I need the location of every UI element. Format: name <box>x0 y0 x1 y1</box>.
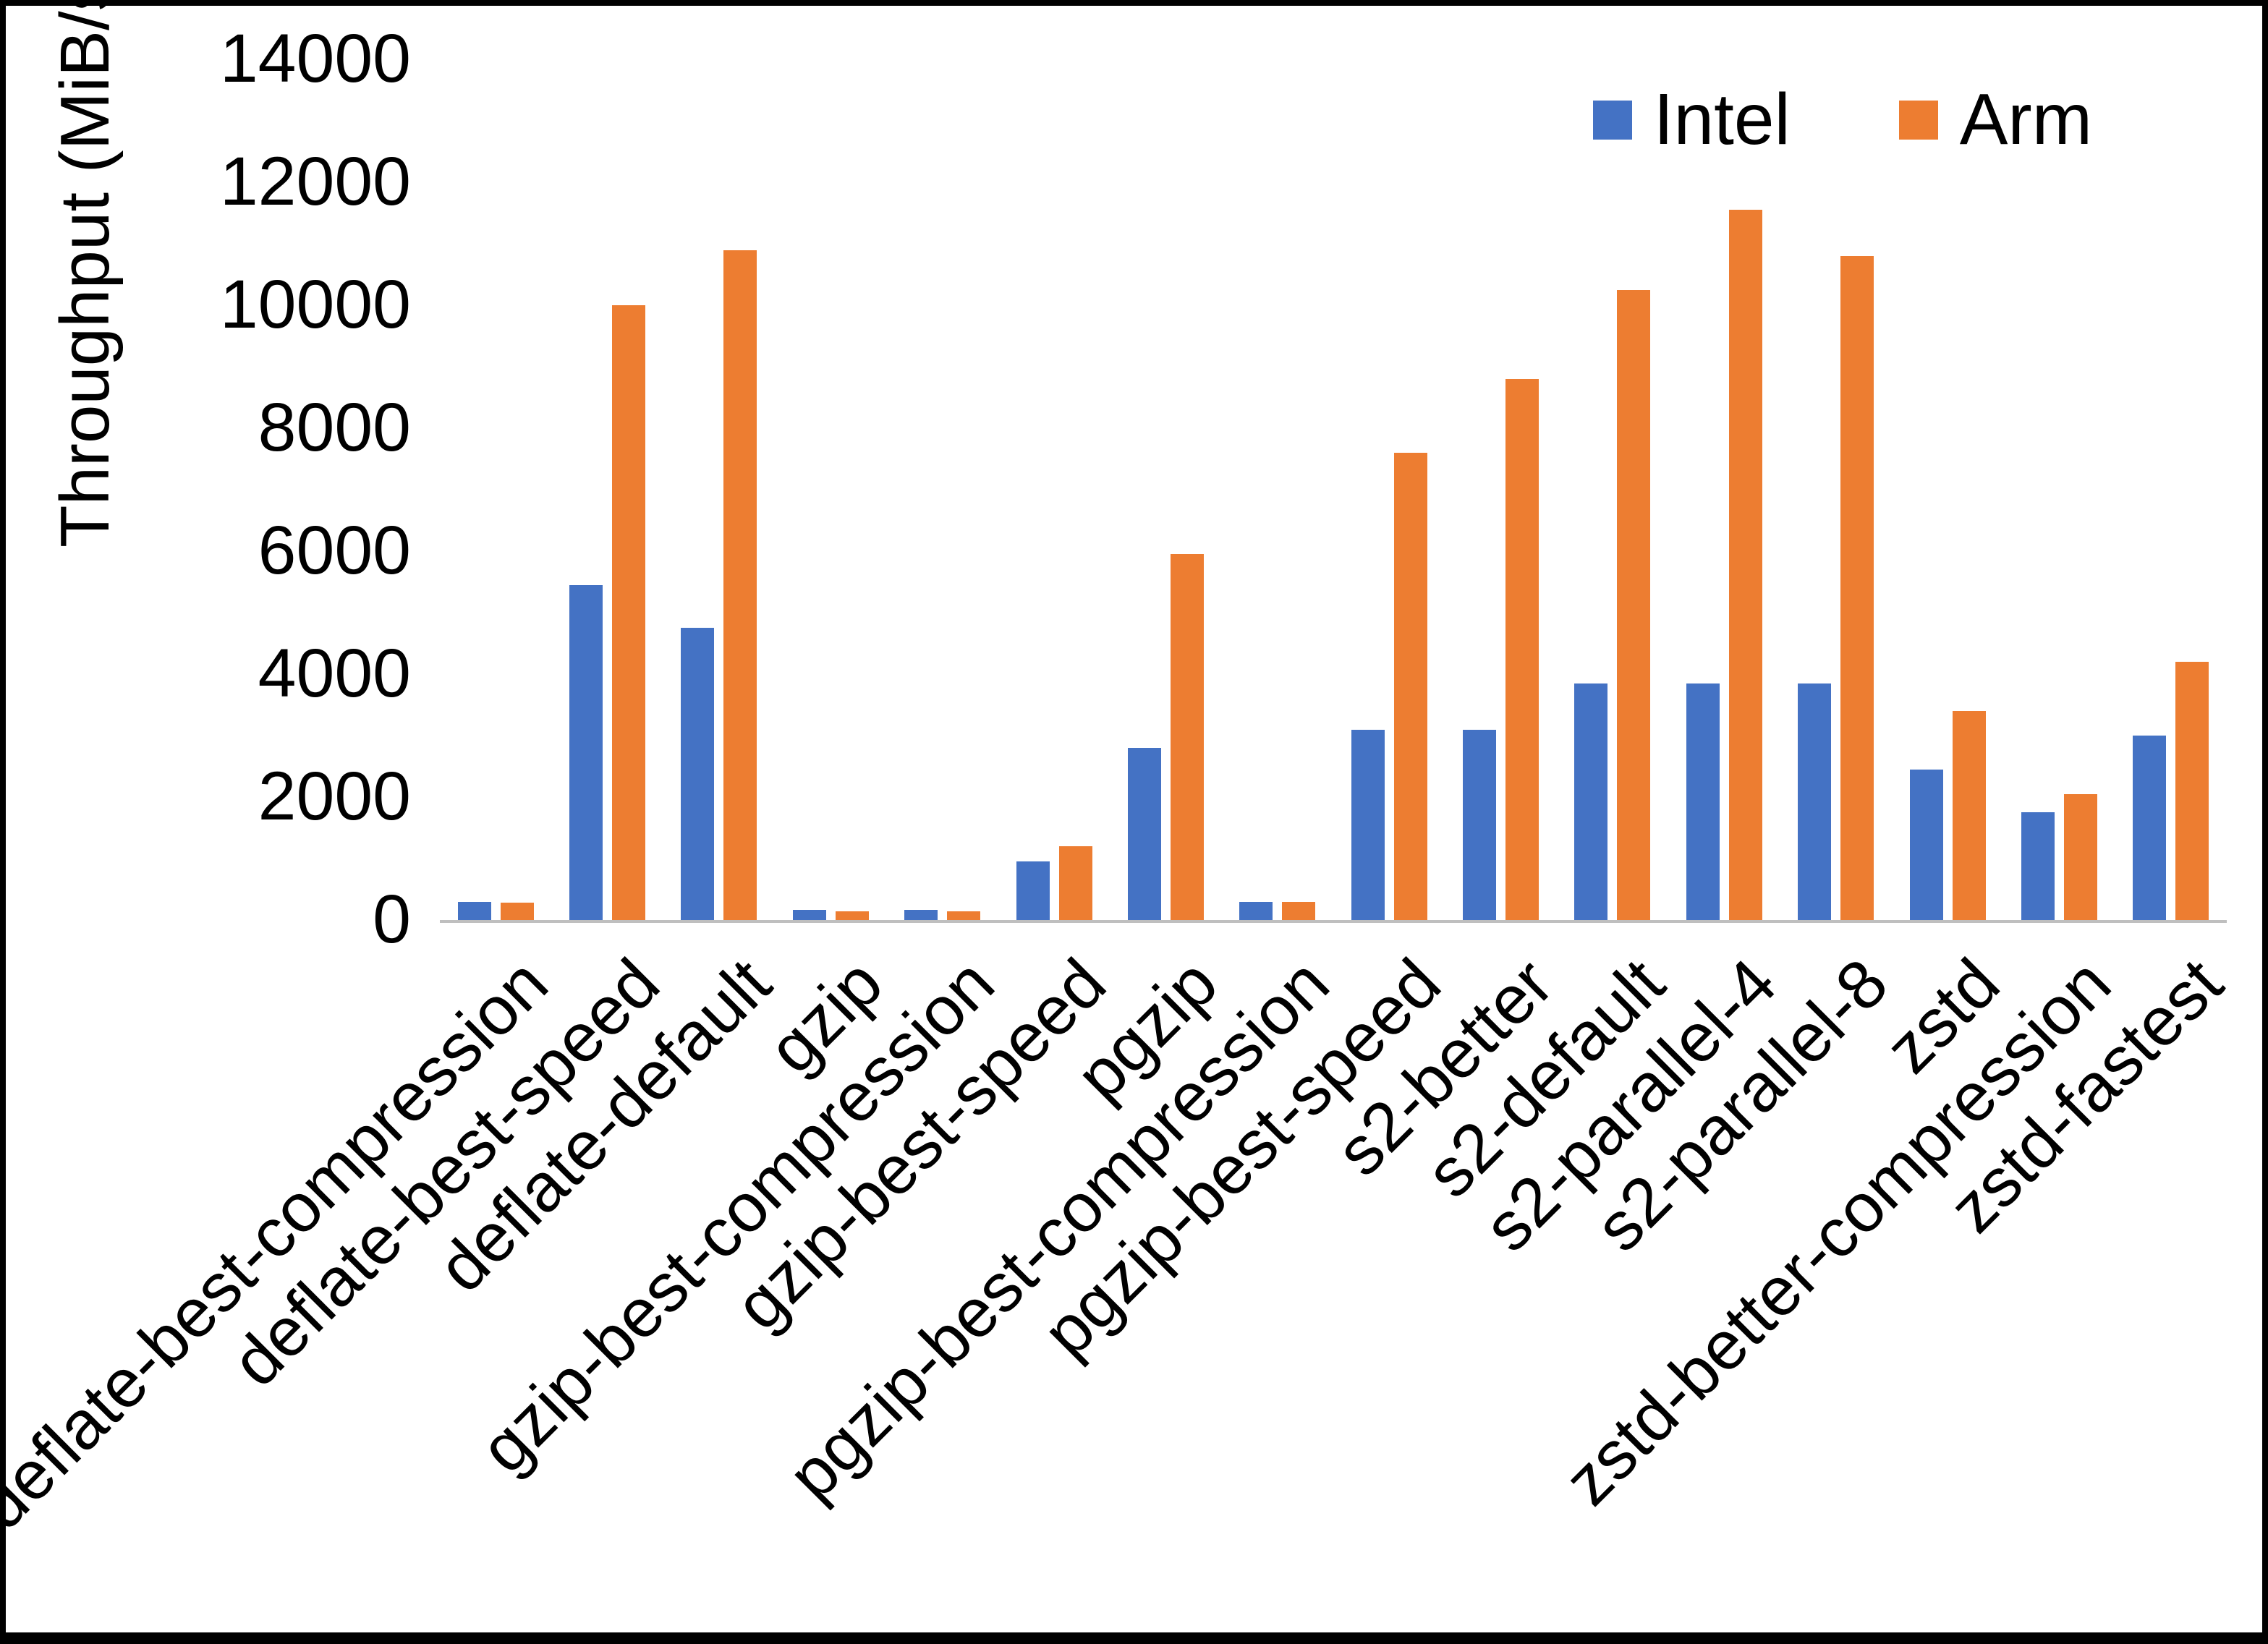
bar-arm-pgzip-best-speed <box>1393 453 1427 920</box>
legend-item-arm: Arm <box>1898 78 2092 161</box>
bar-arm-s2-parallel-4 <box>1728 210 1762 920</box>
arm-series-swatch-icon <box>1898 100 1938 140</box>
y-tick-label: 0 <box>373 881 411 958</box>
bar-intel-deflate-best-speed <box>569 584 603 920</box>
y-tick-label: 8000 <box>258 389 411 466</box>
bar-arm-zstd-fastest <box>2175 662 2209 920</box>
bar-intel-pgzip-best-speed <box>1351 729 1385 920</box>
bar-arm-gzip <box>835 911 869 920</box>
bar-intel-gzip-best-speed <box>1016 861 1050 920</box>
bar-arm-gzip-best-compression <box>947 911 981 920</box>
y-tick-label: 2000 <box>258 758 411 835</box>
bar-intel-s2-parallel-4 <box>1686 683 1720 920</box>
y-axis-title: Throughput (MiB/s) <box>46 0 124 548</box>
legend: Intel Arm <box>1592 78 2092 161</box>
bar-arm-s2-better <box>1505 379 1539 920</box>
bar-intel-deflate-best-compression <box>457 901 491 920</box>
bar-arm-s2-parallel-8 <box>1840 256 1874 920</box>
bar-arm-deflate-best-compression <box>500 903 534 920</box>
bar-arm-zstd <box>1952 711 1986 920</box>
bar-intel-deflate-default <box>681 628 715 920</box>
intel-series-swatch-icon <box>1592 100 1632 140</box>
y-tick-label: 6000 <box>258 512 411 589</box>
bar-intel-gzip <box>792 909 826 920</box>
bar-intel-s2-better <box>1463 729 1497 920</box>
bar-arm-pgzip <box>1170 554 1204 920</box>
bar-arm-zstd-better-compression <box>2063 793 2097 920</box>
y-tick-label: 14000 <box>219 20 411 97</box>
bar-arm-s2-default <box>1617 289 1651 920</box>
bar-intel-zstd-fastest <box>2133 736 2167 920</box>
bar-intel-pgzip-best-compression <box>1239 901 1273 920</box>
bar-intel-zstd <box>1909 769 1943 920</box>
bar-intel-pgzip <box>1127 748 1161 920</box>
y-tick-label: 4000 <box>258 635 411 712</box>
bar-intel-s2-parallel-8 <box>1798 683 1832 920</box>
legend-item-intel: Intel <box>1592 78 1791 161</box>
bar-arm-deflate-default <box>723 250 757 920</box>
y-tick-label: 12000 <box>219 143 411 220</box>
bar-intel-zstd-better-compression <box>2021 812 2055 920</box>
bar-intel-s2-default <box>1574 683 1608 920</box>
bar-intel-gzip-best-compression <box>904 909 938 920</box>
legend-label-arm: Arm <box>1959 79 2092 160</box>
y-tick-label: 10000 <box>219 266 411 343</box>
bar-arm-deflate-best-speed <box>612 305 646 920</box>
bar-arm-pgzip-best-compression <box>1282 901 1316 920</box>
legend-label-intel: Intel <box>1653 79 1791 160</box>
x-axis-line <box>440 920 2227 923</box>
bar-arm-gzip-best-speed <box>1058 846 1092 920</box>
